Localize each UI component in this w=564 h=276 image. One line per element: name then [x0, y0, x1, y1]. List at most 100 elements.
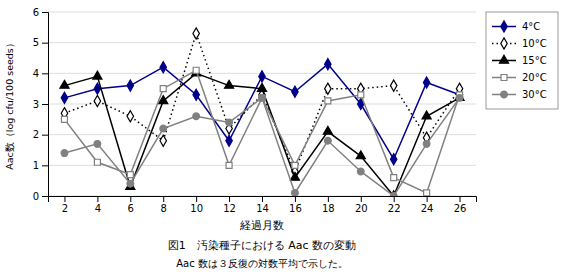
point: [325, 83, 331, 94]
point: [324, 137, 331, 144]
x-axis: 2468101214161820222426: [49, 196, 477, 214]
title: 図1 汚染種子における Aac 数の変動: [168, 239, 356, 252]
legend-marker: [501, 21, 507, 32]
y-tick: 2: [33, 129, 48, 140]
y-tick-mark: [42, 12, 48, 13]
point: [357, 168, 364, 175]
point: [226, 119, 233, 126]
x-tick-mark: [130, 196, 131, 202]
x-axis-title: 経過月数: [239, 219, 284, 232]
point: [325, 98, 331, 104]
legend-frame: [486, 12, 558, 109]
series-line: [64, 64, 459, 159]
x-tick: 8: [161, 196, 167, 214]
x-tick: 10: [190, 196, 203, 214]
x-tick-label: 10: [190, 203, 203, 214]
x-tick: 24: [421, 196, 434, 214]
x-tick: 4: [95, 196, 101, 214]
plot-area: [60, 28, 464, 196]
legend-label: 4°C: [522, 21, 540, 32]
point: [390, 154, 396, 165]
y-axis: 0 1 2 3 4 5 6: [33, 7, 49, 202]
legend-label: 30°C: [522, 89, 547, 100]
point: [127, 80, 133, 91]
legend-marker: [501, 38, 507, 49]
grid-line: [48, 12, 476, 13]
x-tick-label: 18: [322, 203, 335, 214]
series-line: [64, 33, 459, 171]
point: [94, 159, 100, 165]
x-tick-mark: [97, 196, 98, 202]
point: [290, 172, 299, 180]
x-tick-label: 6: [128, 203, 134, 214]
legend-item: 10°C: [492, 38, 547, 49]
x-tick-mark: [295, 196, 296, 202]
x-axis-line: [49, 197, 477, 203]
point: [160, 86, 166, 92]
x-tick-mark: [460, 196, 461, 202]
y-tick-label: 0: [33, 191, 39, 202]
x-tick: 22: [388, 196, 401, 214]
point: [192, 68, 201, 76]
point: [391, 175, 397, 181]
legend-item: 4°C: [492, 21, 540, 32]
point: [259, 95, 265, 101]
legend-marker: [501, 91, 508, 98]
legend-marker: [501, 75, 507, 81]
point: [292, 162, 298, 168]
series: [60, 68, 464, 196]
y-tick-label: 2: [33, 129, 39, 140]
y-tick-label: 6: [33, 7, 39, 18]
point: [390, 80, 396, 91]
x-tick-label: 14: [256, 203, 269, 214]
y-tick-label: 4: [33, 68, 39, 79]
grid-line: [48, 42, 476, 43]
x-tick-mark: [163, 196, 164, 202]
y-tick: 3: [33, 99, 48, 110]
point: [259, 71, 265, 82]
x-tick-mark: [427, 196, 428, 202]
point: [456, 94, 463, 101]
point: [422, 111, 431, 119]
y-tick-label: 5: [33, 37, 39, 48]
point: [292, 86, 298, 97]
x-tick: 18: [322, 196, 335, 214]
x-tick-label: 8: [161, 203, 167, 214]
y-tick: 0: [33, 191, 48, 202]
x-tick-label: 22: [388, 203, 401, 214]
subtitle: Aac 数は３反復の対数平均で示した。: [176, 258, 348, 269]
x-tick-label: 2: [62, 203, 68, 214]
series: [61, 59, 463, 165]
point: [61, 92, 67, 103]
grid-line: [48, 165, 476, 166]
point: [160, 125, 167, 132]
y-tick: 4: [33, 68, 48, 79]
point: [61, 116, 67, 122]
point: [424, 190, 430, 196]
x-tick-label: 12: [223, 203, 236, 214]
point: [226, 162, 232, 168]
y-tick: 1: [33, 160, 48, 171]
legend-item: 30°C: [492, 89, 547, 100]
point: [225, 80, 234, 88]
grid-line: [48, 104, 476, 105]
x-tick: 6: [128, 196, 134, 214]
series-line: [64, 70, 459, 193]
x-tick-mark: [328, 196, 329, 202]
x-tick: 14: [256, 196, 269, 214]
y-tick-mark: [42, 104, 48, 105]
y-tick: 6: [33, 7, 48, 18]
legend-label: 20°C: [522, 72, 547, 83]
legend-label: 10°C: [522, 38, 547, 49]
x-tick-label: 26: [454, 203, 467, 214]
point: [127, 180, 134, 187]
point: [455, 93, 464, 101]
legend: 4°C10°C15°C20°C30°C: [486, 12, 558, 109]
grid: [48, 12, 476, 196]
x-tick-mark: [64, 196, 65, 202]
x-tick-mark: [196, 196, 197, 202]
y-tick-mark: [42, 165, 48, 166]
point: [93, 71, 102, 79]
point: [257, 83, 266, 91]
legend-item: 20°C: [492, 72, 547, 83]
